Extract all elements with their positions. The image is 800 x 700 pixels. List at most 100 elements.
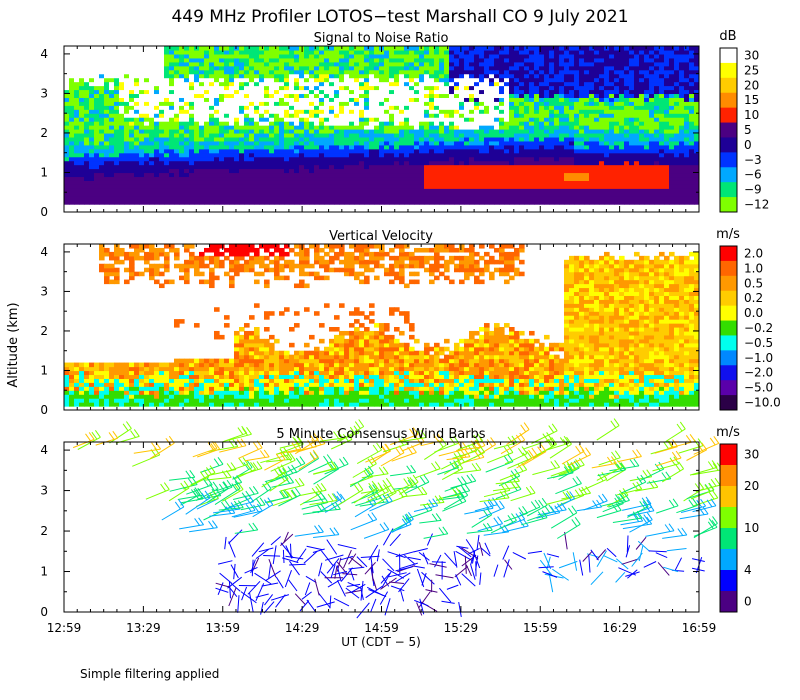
heatmap-cell (269, 49, 275, 55)
heatmap-cell (139, 49, 145, 55)
heatmap-cell (104, 121, 110, 126)
heatmap-cell (414, 188, 420, 193)
heatmap-cell (329, 81, 335, 87)
heatmap-cell (219, 97, 225, 102)
heatmap-cell (79, 172, 85, 178)
heatmap-cell (669, 49, 675, 55)
heatmap-cell (634, 49, 640, 55)
heatmap-cell (79, 53, 85, 59)
heatmap-cell (549, 200, 555, 205)
heatmap-cell (419, 172, 425, 178)
heatmap-cell (599, 46, 605, 51)
heatmap-cell (604, 196, 610, 201)
heatmap-cell (414, 200, 420, 205)
heatmap-cell (389, 196, 395, 201)
heatmap-cell (489, 89, 495, 95)
heatmap-cell (204, 144, 210, 150)
heatmap-cell (599, 53, 605, 59)
heatmap-cell (104, 49, 110, 55)
heatmap-cell (379, 168, 385, 174)
heatmap-cell (629, 109, 635, 114)
heatmap-cell (104, 97, 110, 102)
heatmap-cell (314, 200, 320, 205)
heatmap-cell (369, 46, 375, 51)
heatmap-cell (644, 125, 650, 130)
heatmap-cell (289, 117, 295, 122)
heatmap-cell (414, 105, 420, 110)
heatmap-cell (249, 46, 255, 51)
heatmap-cell (364, 121, 370, 126)
heatmap-cell (564, 77, 570, 83)
heatmap-cell (409, 73, 415, 79)
heatmap-cell (539, 200, 545, 205)
heatmap-cell (94, 152, 100, 158)
heatmap-cell (479, 152, 485, 158)
heatmap-cell (139, 113, 145, 118)
heatmap-cell (279, 148, 285, 154)
heatmap-cell (654, 85, 660, 91)
heatmap-cell (249, 49, 255, 55)
heatmap-cell (379, 148, 385, 154)
heatmap-cell (614, 53, 620, 59)
heatmap-cell (109, 200, 115, 205)
heatmap-cell (299, 121, 305, 126)
heatmap-cell (264, 113, 270, 118)
heatmap-cell (194, 113, 200, 118)
heatmap-cell (539, 168, 545, 174)
heatmap-cell (484, 85, 490, 91)
heatmap-cell (574, 46, 580, 51)
heatmap-cell (529, 176, 535, 181)
heatmap-cell (69, 61, 75, 67)
heatmap-cell (344, 69, 350, 75)
heatmap-cell (464, 46, 470, 51)
heatmap-cell (114, 140, 120, 146)
heatmap-cell (524, 109, 530, 114)
heatmap-cell (529, 101, 535, 106)
heatmap-cell (164, 73, 170, 79)
heatmap-cell (534, 129, 540, 134)
heatmap-cell (444, 89, 450, 95)
heatmap-cell (419, 136, 425, 142)
heatmap-cell (599, 136, 605, 142)
heatmap-cell (399, 81, 405, 87)
heatmap-cell (629, 65, 635, 71)
heatmap-cell (224, 125, 230, 130)
heatmap-cell (219, 93, 225, 98)
heatmap-cell (234, 65, 240, 71)
heatmap-cell (244, 65, 250, 71)
heatmap-cell (539, 132, 545, 138)
heatmap-cell (309, 152, 315, 158)
heatmap-cell (544, 200, 550, 205)
heatmap-cell (199, 176, 205, 181)
heatmap-cell (214, 140, 220, 146)
heatmap-cell (469, 188, 475, 193)
heatmap-cell (234, 61, 240, 67)
heatmap-cell (639, 129, 645, 134)
heatmap-cell (339, 97, 345, 102)
heatmap-cell (214, 65, 220, 71)
heatmap-cell (74, 81, 80, 87)
heatmap-cell (379, 65, 385, 71)
heatmap-cell (534, 65, 540, 71)
heatmap-cell (494, 105, 500, 110)
heatmap-cell (574, 65, 580, 71)
heatmap-cell (514, 113, 520, 118)
heatmap-cell (449, 73, 455, 79)
heatmap-cell (529, 77, 535, 83)
heatmap-cell (89, 53, 95, 59)
heatmap-cell (474, 196, 480, 201)
heatmap-cell (249, 117, 255, 122)
heatmap-cell (489, 200, 495, 205)
heatmap-cell (444, 129, 450, 134)
heatmap-cell (409, 69, 415, 75)
heatmap-cell (259, 46, 265, 51)
heatmap-cell (129, 144, 135, 150)
heatmap-cell (279, 46, 285, 51)
heatmap-cell (184, 180, 190, 185)
heatmap-cell (204, 132, 210, 138)
heatmap-cell (459, 129, 465, 134)
heatmap-cell (609, 81, 615, 87)
heatmap-cell (629, 188, 635, 193)
heatmap-cell (339, 160, 345, 166)
heatmap-cell (109, 129, 115, 134)
